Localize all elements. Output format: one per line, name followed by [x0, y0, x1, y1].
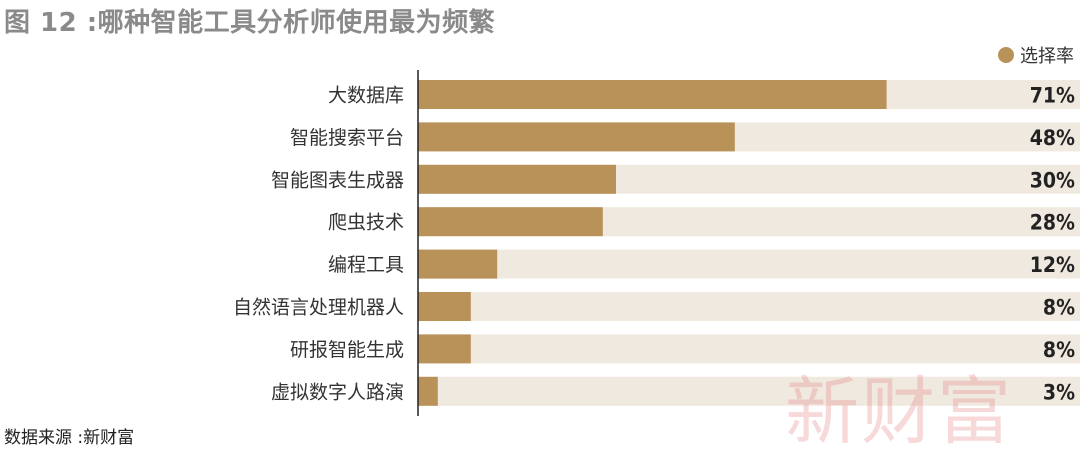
bar-track	[418, 292, 1080, 321]
legend-swatch	[998, 47, 1014, 63]
bar	[418, 122, 735, 152]
category-label: 智能搜索平台	[290, 127, 404, 149]
bar	[418, 80, 887, 109]
value-label: 28%	[1030, 211, 1075, 235]
value-label: 3%	[1043, 380, 1075, 404]
bar	[418, 376, 438, 406]
bar	[418, 207, 603, 237]
bar-track	[418, 334, 1080, 364]
bar	[418, 164, 616, 194]
legend: 选择率	[998, 42, 1074, 68]
bar	[418, 292, 471, 321]
value-label: 8%	[1043, 338, 1075, 362]
value-label: 8%	[1043, 296, 1075, 320]
category-label: 虚拟数字人路演	[271, 381, 404, 403]
category-label: 爬虫技术	[328, 212, 404, 234]
value-label: 48%	[1030, 126, 1075, 150]
value-label: 12%	[1030, 253, 1075, 277]
value-label: 30%	[1030, 168, 1075, 192]
category-label: 编程工具	[328, 254, 404, 276]
bar-track	[418, 249, 1080, 279]
legend-label: 选择率	[1020, 46, 1074, 67]
category-label: 大数据库	[328, 85, 404, 107]
bar-chart: 大数据库 71% 智能搜索平台 48% 智能图表生成器 30% 爬虫技术 28% 编程工具 12%…	[233, 70, 1080, 416]
bar	[418, 334, 471, 364]
chart-title: 图 12 :哪种智能工具分析师使用最为频繁	[4, 8, 496, 38]
bar-track	[418, 376, 1080, 406]
bar	[418, 249, 498, 279]
category-label: 研报智能生成	[290, 339, 404, 361]
source-note: 数据来源 :新财富	[4, 428, 135, 448]
value-label: 71%	[1030, 84, 1075, 108]
category-label: 自然语言处理机器人	[233, 297, 404, 319]
category-label: 智能图表生成器	[271, 169, 404, 191]
